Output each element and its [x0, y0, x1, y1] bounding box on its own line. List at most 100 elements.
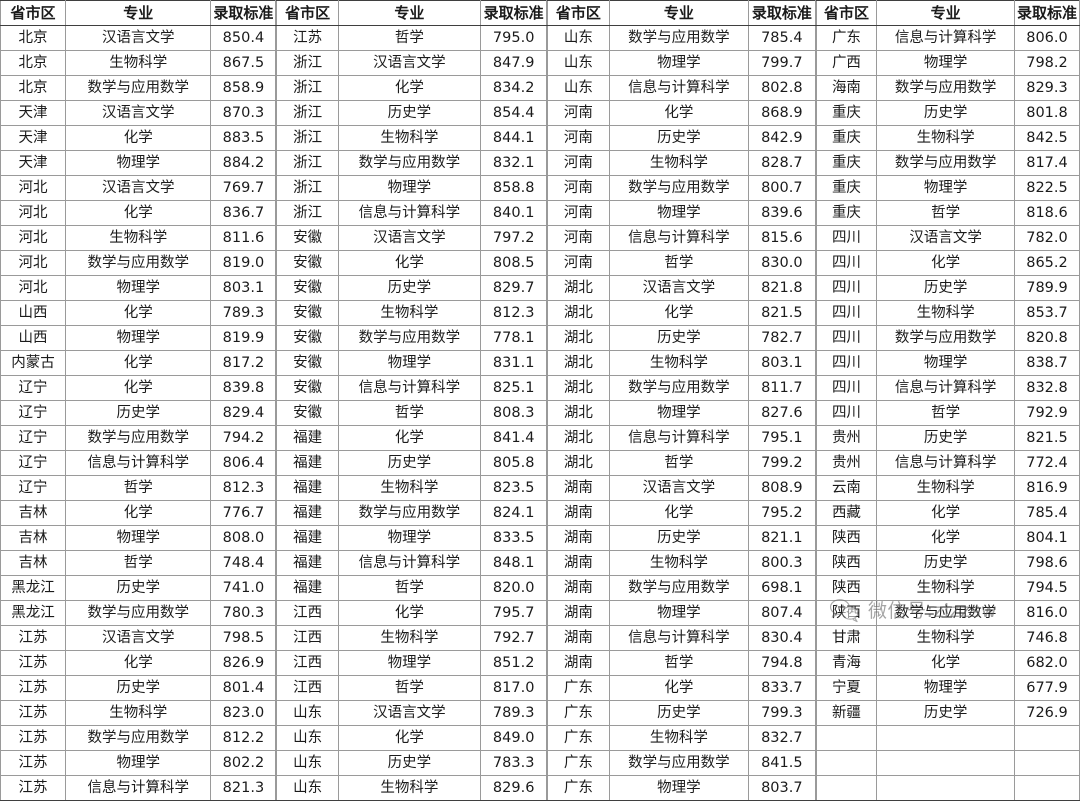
- cell-province: 浙江: [277, 176, 338, 201]
- cell-major: 物理学: [877, 676, 1015, 701]
- cell-score: 782.0: [1014, 226, 1079, 251]
- cell-major: 哲学: [609, 251, 749, 276]
- cell-major: 信息与计算科学: [66, 776, 211, 801]
- cell-major: 物理学: [338, 651, 480, 676]
- cell-score: 821.3: [211, 776, 276, 801]
- cell-major: 汉语言文学: [609, 476, 749, 501]
- cell-score: 841.4: [480, 426, 546, 451]
- cell-score: 832.1: [480, 151, 546, 176]
- cell-province: 安徽: [277, 226, 338, 251]
- cell-province: 重庆: [816, 176, 877, 201]
- cell-major: 哲学: [609, 651, 749, 676]
- cell-score: 677.9: [1014, 676, 1079, 701]
- cell-major: 信息与计算科学: [609, 626, 749, 651]
- cell-province: 福建: [277, 501, 338, 526]
- cell-score: 815.6: [749, 226, 815, 251]
- cell-province: 福建: [277, 451, 338, 476]
- cell-score: 854.4: [480, 101, 546, 126]
- cell-score: 811.6: [211, 226, 276, 251]
- cell-score: 804.1: [1014, 526, 1079, 551]
- cell-province: 广东: [548, 701, 609, 726]
- cell-province: 浙江: [277, 151, 338, 176]
- cell-score: 769.7: [211, 176, 276, 201]
- cell-major: 物理学: [609, 601, 749, 626]
- cell-score: 794.2: [211, 426, 276, 451]
- cell-major: 化学: [338, 251, 480, 276]
- cell-major: 化学: [66, 351, 211, 376]
- cell-province: 辽宁: [1, 476, 66, 501]
- cell-score: 817.0: [480, 676, 546, 701]
- cell-major: 历史学: [338, 101, 480, 126]
- cell-province: 湖南: [548, 476, 609, 501]
- column-header-major: 专业: [877, 1, 1015, 26]
- cell-major: 汉语言文学: [609, 276, 749, 301]
- cell-score: 803.1: [211, 276, 276, 301]
- cell-province: 四川: [816, 301, 877, 326]
- header-row: 省市区 专业 录取标准: [816, 1, 1080, 26]
- cell-score: 829.7: [480, 276, 546, 301]
- column-header-province: 省市区: [1, 1, 66, 26]
- cell-major: 汉语言文学: [338, 701, 480, 726]
- cell-province: 福建: [277, 576, 338, 601]
- cell-province: 重庆: [816, 151, 877, 176]
- cell-province: 江苏: [1, 751, 66, 776]
- cell-major: 化学: [66, 201, 211, 226]
- cell-major: 数学与应用数学: [609, 376, 749, 401]
- cell-score: 805.8: [480, 451, 546, 476]
- cell-province: 河南: [548, 201, 609, 226]
- cell-score: 830.0: [749, 251, 815, 276]
- cell-score: 795.0: [480, 26, 546, 51]
- cell-province: 湖北: [548, 451, 609, 476]
- cell-province: 山东: [548, 76, 609, 101]
- table-header: 省市区 专业 录取标准: [548, 1, 815, 26]
- column-header-score: 录取标准: [480, 1, 546, 26]
- cell-major: 生物科学: [66, 226, 211, 251]
- cell-major: 历史学: [609, 701, 749, 726]
- cell-score: 821.5: [1014, 426, 1079, 451]
- cell-score: 850.4: [211, 26, 276, 51]
- cell-province: 河北: [1, 201, 66, 226]
- cell-province: 北京: [1, 51, 66, 76]
- cell-score: 803.7: [749, 776, 815, 801]
- column-header-province: 省市区: [277, 1, 338, 26]
- cell-score: 794.8: [749, 651, 815, 676]
- cell-score: 748.4: [211, 551, 276, 576]
- cell-province: 湖北: [548, 301, 609, 326]
- cell-score: 797.2: [480, 226, 546, 251]
- cell-province: 湖北: [548, 401, 609, 426]
- cell-score: 789.9: [1014, 276, 1079, 301]
- cell-province: 安徽: [277, 351, 338, 376]
- cell-score: 827.6: [749, 401, 815, 426]
- cell-province: 四川: [816, 251, 877, 276]
- cell-score: 839.6: [749, 201, 815, 226]
- cell-major: 哲学: [338, 401, 480, 426]
- cell-major: 汉语言文学: [66, 26, 211, 51]
- cell-empty: [877, 726, 1015, 751]
- cell-province: 四川: [816, 226, 877, 251]
